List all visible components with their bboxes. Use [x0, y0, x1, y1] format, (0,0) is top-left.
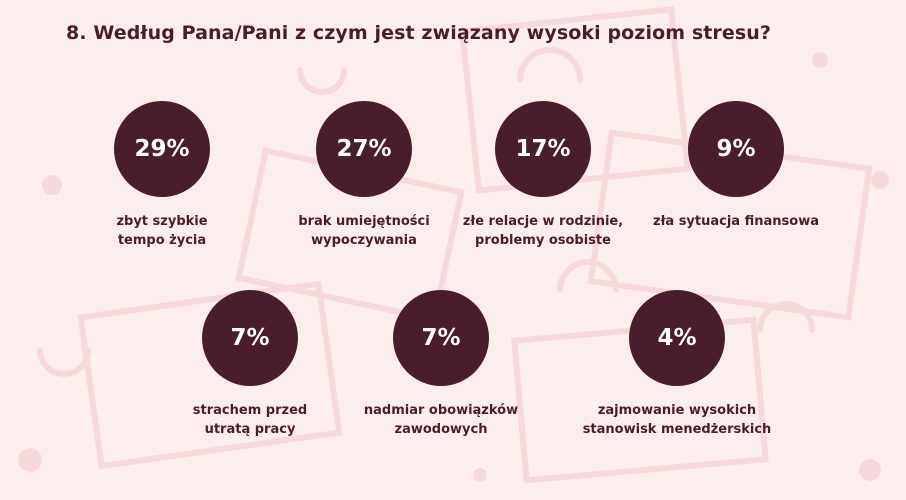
stat-label-line: tempo życia	[117, 233, 207, 248]
stat-label: zbyt szybkie tempo życia	[62, 212, 262, 250]
stat-value: 7%	[421, 325, 461, 351]
stat-label-line: brak umiejętności	[298, 214, 430, 229]
stat-label-line: zła sytuacja finansowa	[653, 214, 819, 229]
stat-label: zajmowanie wysokich stanowisk menedżersk…	[577, 401, 777, 439]
page-title: 8. Według Pana/Pani z czym jest związany…	[66, 22, 772, 44]
stat-label: złe relacje w rodzinie, problemy osobist…	[443, 212, 643, 250]
stat-item: 17% złe relacje w rodzinie, problemy oso…	[443, 101, 643, 250]
stat-circle: 29%	[114, 101, 210, 197]
stat-label: strachem przed utratą pracy	[150, 401, 350, 439]
stat-value: 27%	[336, 136, 392, 162]
stat-label-line: strachem przed	[192, 403, 308, 418]
stat-label-line: stanowisk menedżerskich	[582, 422, 772, 437]
stat-circle: 4%	[629, 290, 725, 386]
stat-circle: 7%	[393, 290, 489, 386]
stat-label: brak umiejętności wypoczywania	[264, 212, 464, 250]
stat-item: 27% brak umiejętności wypoczywania	[264, 101, 464, 250]
stat-value: 4%	[657, 325, 697, 351]
stat-label-line: zajmowanie wysokich	[597, 403, 757, 418]
stat-item: 29% zbyt szybkie tempo życia	[62, 101, 262, 250]
stat-label-line: złe relacje w rodzinie,	[462, 214, 624, 229]
stat-value: 17%	[515, 136, 571, 162]
stat-label-line: nadmiar obowiązków	[363, 403, 519, 418]
stat-circle: 9%	[688, 101, 784, 197]
stat-label: zła sytuacja finansowa	[636, 212, 836, 231]
stat-circle: 7%	[202, 290, 298, 386]
stat-label: nadmiar obowiązków zawodowych	[341, 401, 541, 439]
stat-label-line: problemy osobiste	[475, 233, 611, 248]
stat-circle: 17%	[495, 101, 591, 197]
stat-label-line: zawodowych	[394, 422, 488, 437]
stat-value: 9%	[716, 136, 756, 162]
stat-value: 29%	[134, 136, 190, 162]
stat-item: 4% zajmowanie wysokich stanowisk menedże…	[577, 290, 777, 439]
stat-value: 7%	[230, 325, 270, 351]
stat-item: 7% nadmiar obowiązków zawodowych	[341, 290, 541, 439]
stat-label-line: wypoczywania	[311, 233, 417, 248]
stat-item: 9% zła sytuacja finansowa	[636, 101, 836, 231]
stat-label-line: zbyt szybkie	[116, 214, 208, 229]
stat-circle: 27%	[316, 101, 412, 197]
stat-label-line: utratą pracy	[204, 422, 296, 437]
stat-item: 7% strachem przed utratą pracy	[150, 290, 350, 439]
